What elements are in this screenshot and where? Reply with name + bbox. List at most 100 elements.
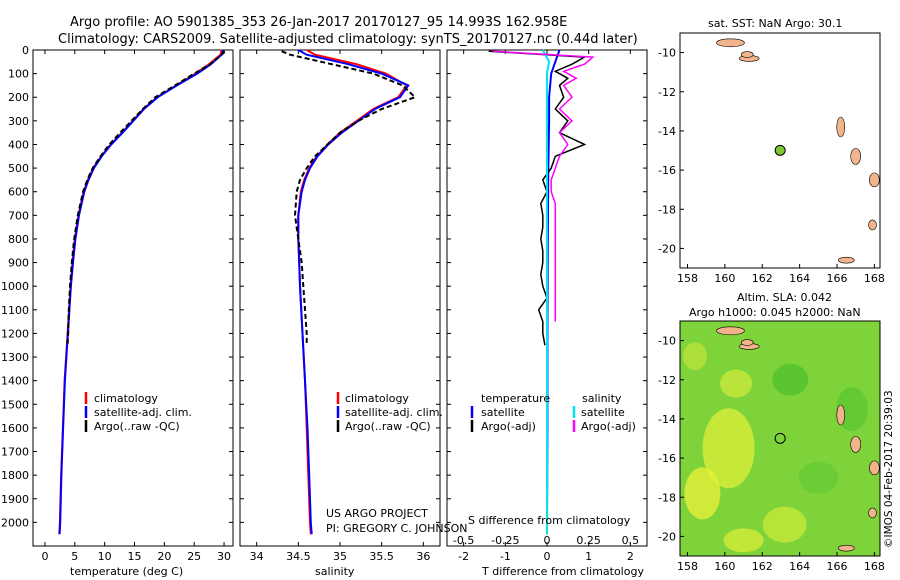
- y-tick-label: -12: [658, 86, 676, 99]
- x-tick-label: 164: [789, 560, 810, 573]
- s-tick-label: -0.5: [453, 534, 474, 547]
- t-tick-label: 1: [585, 550, 592, 563]
- series-line-2: [66, 50, 226, 346]
- y-tick-label: 200: [8, 91, 29, 104]
- legend-argo-label: Argo(..raw -QC): [345, 420, 431, 433]
- sla-field-patch: [702, 408, 755, 489]
- sla-field-patch: [798, 461, 839, 494]
- sla-map-subtitle: Argo h1000: 0.045 h2000: NaN: [689, 306, 861, 319]
- legend-satellite-label: satellite-adj. clim.: [345, 406, 443, 419]
- y-tick-label: 400: [8, 138, 29, 151]
- t-tick-label: -1: [500, 550, 511, 563]
- y-tick-label: 500: [8, 162, 29, 175]
- island-shape: [850, 148, 862, 165]
- t-tick-label: 0: [544, 550, 551, 563]
- legend-argo-label: Argo(..raw -QC): [94, 420, 180, 433]
- series-line-0: [58, 49, 223, 535]
- pi-credit: PI: GREGORY C. JOHNSON: [326, 522, 467, 535]
- series-line-1: [58, 49, 225, 535]
- y-tick-label: 600: [8, 186, 29, 199]
- island-shape: [868, 507, 877, 519]
- float-location-marker: [774, 432, 786, 444]
- y-tick-label: -20: [658, 530, 676, 543]
- y-tick-label: 1600: [1, 422, 29, 435]
- y-tick-label: 800: [8, 233, 29, 246]
- t-tick-label: 2: [627, 550, 634, 563]
- s-tick-label: -0.25: [491, 534, 519, 547]
- x-tick-label: 168: [864, 560, 885, 573]
- s-tick-label: 0.25: [576, 534, 601, 547]
- x-tick-label: 166: [827, 560, 848, 573]
- y-tick-label: -10: [658, 335, 676, 348]
- legend-s-satellite-label: satellite: [581, 406, 625, 419]
- island-shape: [740, 51, 754, 58]
- island-shape: [838, 256, 855, 264]
- y-tick-label: 1400: [1, 375, 29, 388]
- legend-s-argo-label: Argo(-adj): [581, 420, 636, 433]
- difference-legend: temperature satellite Argo(-adj) salinit…: [470, 392, 636, 433]
- series-line-1: [297, 49, 410, 535]
- x-tick-label: 158: [677, 272, 698, 285]
- series-line-0: [546, 49, 561, 535]
- sla-field-patch: [684, 467, 721, 520]
- legend-climatology-label: climatology: [345, 392, 409, 405]
- y-tick-label: -16: [658, 164, 676, 177]
- y-tick-label: -14: [658, 413, 676, 426]
- y-tick-label: 1000: [1, 280, 29, 293]
- float-location-marker: [774, 144, 786, 156]
- x-tick-label: 162: [752, 272, 773, 285]
- legend-t-satellite-label: satellite: [481, 406, 525, 419]
- y-tick-label: -16: [658, 452, 676, 465]
- island-shape: [838, 544, 855, 552]
- sst-map-title: sat. SST: NaN Argo: 30.1: [708, 17, 842, 30]
- series-line-2: [281, 50, 417, 346]
- sst-map-panel: 158 160 162 164 166 168 -10 -12 -14 -16 -18 -20: [658, 32, 885, 285]
- legend-temperature-heading: temperature: [481, 392, 550, 405]
- difference-profile-panel: -2 -1 0 1 2 -0.5 -0.25 0 0.25 0.5: [446, 49, 648, 563]
- sla-field-patch: [723, 528, 764, 553]
- y-tick-label: 1500: [1, 398, 29, 411]
- island-shape: [836, 404, 846, 426]
- series-line-1: [488, 50, 588, 346]
- island-shape: [716, 326, 745, 336]
- x-tick-label: 166: [827, 272, 848, 285]
- y-tick-label: 1900: [1, 493, 29, 506]
- x-tick-label: 35.5: [369, 550, 394, 563]
- project-credit: US ARGO PROJECT: [326, 507, 428, 520]
- t-difference-axis-label: T difference from climatology: [481, 565, 644, 578]
- x-tick-label: 168: [864, 272, 885, 285]
- salinity-legend: climatology satellite-adj. clim. Argo(..…: [336, 392, 443, 433]
- island-shape: [740, 339, 754, 346]
- island-shape: [836, 116, 846, 138]
- x-tick-label: 10: [98, 550, 112, 563]
- y-tick-label: 1700: [1, 446, 29, 459]
- y-tick-label: 100: [8, 68, 29, 81]
- y-tick-label: 700: [8, 209, 29, 222]
- y-tick-label: 300: [8, 115, 29, 128]
- temperature-legend: climatology satellite-adj. clim. Argo(..…: [84, 392, 192, 433]
- sla-map-title: Altim. SLA: 0.042: [737, 291, 832, 304]
- y-tick-label: 1800: [1, 469, 29, 482]
- island-shape: [850, 436, 862, 453]
- sla-field-patch: [682, 342, 707, 371]
- sla-field-patch: [720, 369, 753, 398]
- y-tick-label: 1300: [1, 351, 29, 364]
- map-frame: [679, 32, 881, 269]
- x-tick-label: 162: [752, 560, 773, 573]
- x-tick-label: 0: [41, 550, 48, 563]
- y-tick-label: 1200: [1, 327, 29, 340]
- y-tick-label: 2000: [1, 516, 29, 529]
- y-tick-label: -14: [658, 125, 676, 138]
- x-tick-label: 15: [127, 550, 141, 563]
- island-shape: [869, 172, 880, 188]
- x-tick-label: 160: [714, 560, 735, 573]
- header-line-2: Climatology: CARS2009. Satellite-adjuste…: [58, 32, 638, 47]
- y-tick-label: -12: [658, 374, 676, 387]
- series-line-0: [297, 49, 409, 535]
- map-frame: [679, 320, 881, 557]
- series-line-3: [492, 50, 595, 322]
- sla-map-panel: 158 160 162 164 166 168 -10 -12 -14 -16 -18 -20: [658, 320, 885, 573]
- y-tick-label: -20: [658, 242, 676, 255]
- island-shape: [868, 219, 877, 231]
- legend-salinity-heading: salinity: [582, 392, 622, 405]
